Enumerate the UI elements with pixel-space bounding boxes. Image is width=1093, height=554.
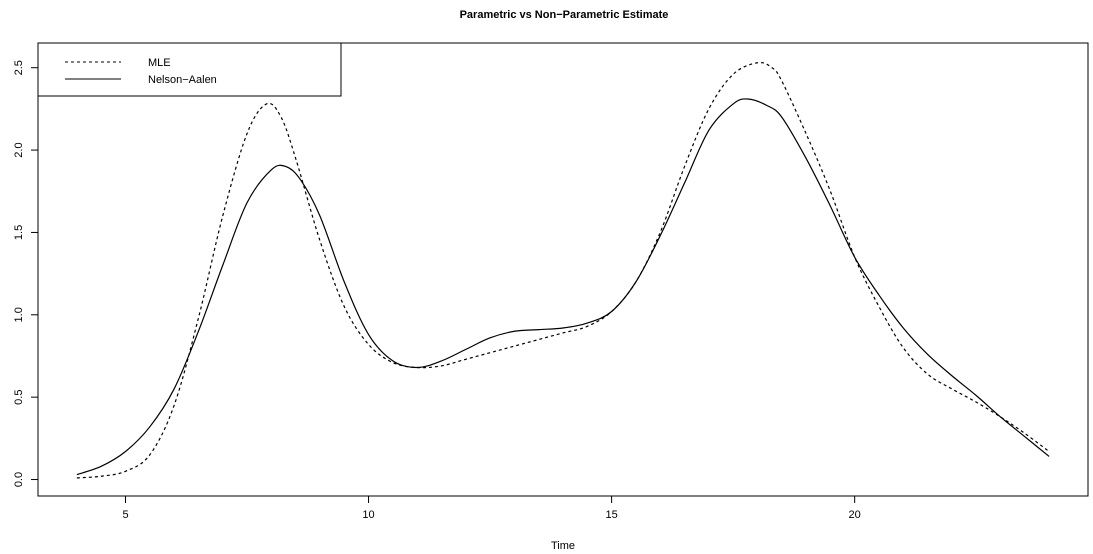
x-tick-label: 15	[605, 509, 617, 521]
y-tick-label: 2.0	[13, 142, 25, 157]
chart-title: Parametric vs Non−Parametric Estimate	[460, 9, 669, 21]
plot-frame	[37, 42, 1089, 497]
y-axis: 0.0 0.5 1.0 1.5 2.0 2.5	[13, 60, 39, 487]
legend-nelson-aalen-label: Nelson−Aalen	[148, 74, 217, 86]
legend-box	[37, 42, 342, 97]
series-layer	[76, 61, 1050, 479]
y-tick-label: 1.5	[13, 225, 25, 240]
x-tick-label: 5	[122, 509, 128, 521]
x-tick-label: 20	[849, 509, 861, 521]
x-axis-label: Time	[551, 540, 575, 552]
y-tick-label: 2.5	[13, 60, 25, 75]
series-line-nelson-aalen	[76, 98, 1050, 476]
y-tick-label: 0.5	[13, 390, 25, 405]
x-tick-label: 10	[362, 509, 374, 521]
x-axis: 5 10 15 20	[122, 495, 861, 521]
y-tick-label: 0.0	[13, 472, 25, 487]
legend: MLE Nelson−Aalen	[37, 42, 342, 97]
series-line-mle	[76, 61, 1050, 479]
y-tick-label: 1.0	[13, 307, 25, 322]
legend-mle-label: MLE	[148, 57, 171, 69]
